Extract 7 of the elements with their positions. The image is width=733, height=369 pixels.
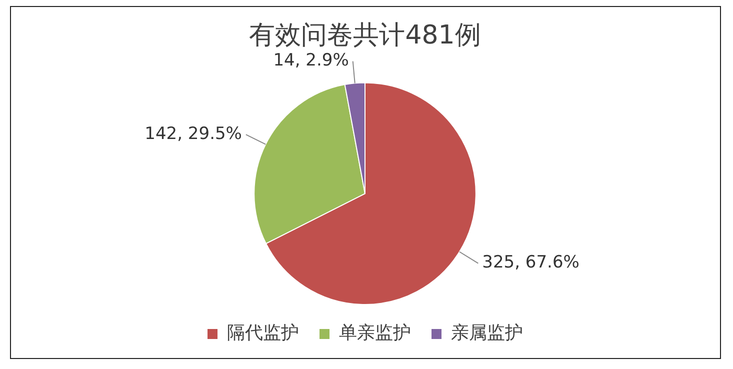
- chart-title: 有效问卷共计481例: [249, 20, 481, 50]
- legend-label: 隔代监护: [227, 322, 299, 344]
- data-label: 142, 29.5%: [144, 124, 242, 144]
- legend-label: 亲属监护: [451, 322, 523, 344]
- data-label: 14, 2.9%: [273, 50, 349, 71]
- data-label: 325, 67.6%: [482, 252, 580, 273]
- legend-label: 单亲监护: [339, 322, 411, 344]
